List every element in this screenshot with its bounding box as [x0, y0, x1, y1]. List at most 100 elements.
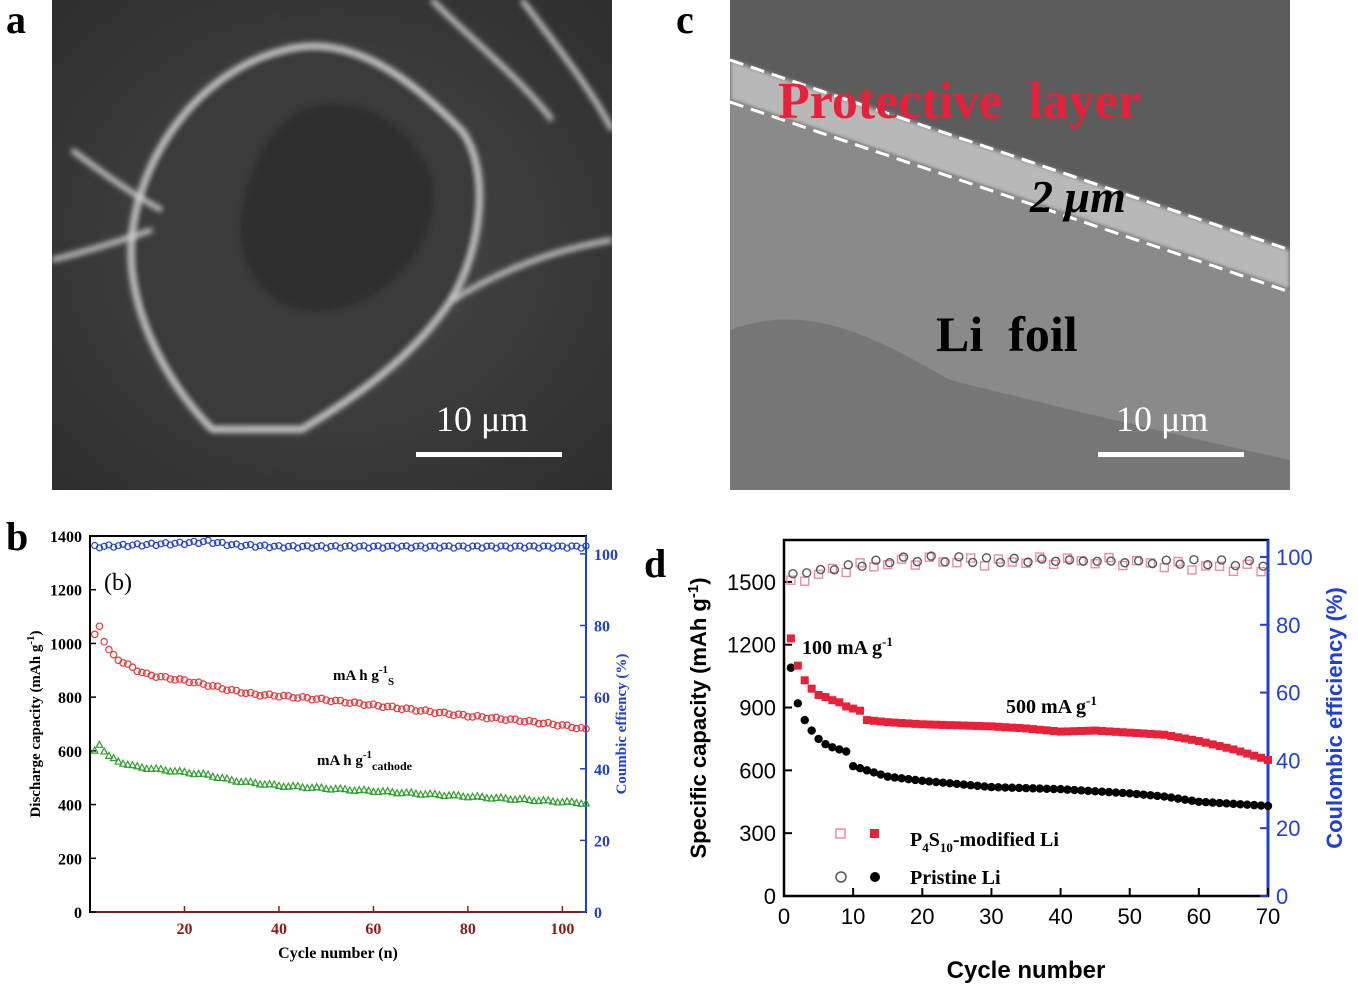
- point-modified: [1181, 734, 1190, 743]
- point-capacity-s: [105, 645, 113, 654]
- point-efficiency-b: [176, 538, 184, 546]
- panel-label-c: c: [676, 0, 694, 42]
- y2-tick-label-d: 100: [1276, 545, 1313, 570]
- point-efficiency-modified: [827, 563, 838, 574]
- scale-bar-a-label: 10 μm: [436, 399, 529, 439]
- point-capacity-s: [312, 695, 321, 703]
- point-efficiency-b: [336, 544, 344, 552]
- point-efficiency-b: [563, 544, 571, 552]
- point-efficiency-modified: [1187, 565, 1197, 575]
- point-pristine: [945, 779, 955, 788]
- point-efficiency-b: [242, 541, 250, 549]
- panel-label-a: a: [6, 0, 26, 42]
- panel-label-b: b: [6, 514, 29, 559]
- point-capacity-s: [416, 707, 425, 715]
- point-capacity-s: [161, 672, 170, 681]
- point-modified: [1111, 727, 1120, 736]
- point-capacity-s: [478, 713, 486, 721]
- point-efficiency-b: [417, 542, 425, 550]
- point-capacity-cathode: [218, 773, 227, 782]
- point-efficiency-b: [161, 539, 170, 547]
- point-efficiency-b: [506, 544, 515, 552]
- y-tick-label-d: 1500: [727, 570, 776, 595]
- point-capacity-s: [445, 710, 453, 719]
- sem-a-texture: [52, 0, 612, 490]
- point-modified: [842, 702, 851, 711]
- legend-marker-modified-open: [835, 828, 846, 839]
- point-efficiency-b: [152, 541, 160, 550]
- point-capacity-cathode: [208, 771, 218, 780]
- point-pristine: [1180, 795, 1190, 804]
- point-capacity-cathode: [288, 781, 298, 790]
- point-modified: [987, 722, 996, 731]
- point-capacity-s: [289, 694, 297, 702]
- point-efficiency-b: [284, 542, 292, 551]
- point-efficiency-modified: [1201, 561, 1211, 571]
- point-capacity-s: [223, 686, 231, 695]
- scale-bar-c-label: 10 μm: [1116, 399, 1209, 439]
- scale-bar-c: [1098, 452, 1244, 457]
- point-efficiency-b: [365, 544, 373, 552]
- x-tick-label-b: 100: [550, 921, 574, 938]
- point-pristine: [1021, 783, 1031, 793]
- point-capacity-s: [232, 686, 241, 695]
- point-modified: [939, 720, 948, 729]
- point-efficiency-pristine: [1106, 556, 1116, 566]
- point-capacity-cathode: [180, 767, 189, 775]
- point-capacity-cathode: [473, 791, 482, 800]
- point-pristine: [800, 715, 809, 725]
- sem-c-texture: [730, 0, 1290, 490]
- point-capacity-s: [539, 719, 548, 728]
- point-efficiency-b: [275, 542, 283, 550]
- point-capacity-s: [185, 678, 194, 687]
- point-modified: [1153, 730, 1162, 739]
- y-tick-label-d: 900: [739, 696, 776, 721]
- point-capacity-s: [544, 718, 553, 727]
- point-capacity-cathode: [151, 763, 161, 772]
- point-capacity-cathode: [378, 786, 388, 795]
- point-pristine: [1236, 800, 1245, 809]
- point-efficiency-b: [520, 544, 529, 552]
- point-capacity-s: [128, 663, 137, 671]
- point-efficiency-b: [549, 544, 557, 552]
- point-capacity-cathode: [265, 779, 274, 788]
- point-pristine: [1167, 793, 1176, 802]
- point-capacity-cathode: [407, 787, 416, 796]
- point-capacity-cathode: [562, 796, 572, 805]
- point-efficiency-b: [341, 542, 349, 550]
- point-modified: [814, 690, 823, 699]
- point-capacity-s: [308, 695, 316, 704]
- point-modified: [1146, 729, 1155, 738]
- x-tick-label-b: 60: [365, 921, 381, 938]
- point-efficiency-pristine: [1092, 556, 1102, 567]
- point-capacity-cathode: [95, 740, 104, 748]
- point-efficiency-b: [577, 544, 585, 552]
- point-capacity-cathode: [251, 778, 260, 787]
- point-efficiency-b: [388, 542, 396, 550]
- y-tick-label-d: 600: [739, 758, 776, 783]
- sem-image-c: Protective layer 2 μm Li foil 10 μm: [730, 0, 1290, 490]
- y-tick-label-b: 400: [58, 798, 82, 815]
- point-capacity-cathode: [274, 781, 284, 790]
- point-capacity-s: [209, 682, 217, 690]
- point-capacity-s: [402, 704, 411, 712]
- y2-tick-label-b: 20: [594, 833, 610, 850]
- point-modified: [1091, 726, 1100, 735]
- point-capacity-s: [119, 659, 127, 667]
- point-capacity-s: [138, 668, 146, 677]
- annotation-100: 100 mA g-1: [802, 634, 893, 659]
- point-capacity-s: [133, 667, 142, 676]
- point-capacity-s: [123, 660, 132, 668]
- point-modified: [966, 721, 975, 730]
- point-efficiency-pristine: [1189, 555, 1199, 565]
- point-pristine: [1187, 796, 1197, 805]
- point-capacity-s: [435, 708, 444, 717]
- point-modified: [856, 706, 865, 715]
- point-capacity-s: [180, 676, 189, 684]
- point-pristine: [1256, 801, 1266, 810]
- point-efficiency-b: [459, 542, 467, 550]
- x-tick-label-d: 30: [979, 904, 1003, 929]
- point-capacity-cathode: [137, 762, 147, 771]
- point-efficiency-pristine: [1203, 560, 1213, 570]
- y2-tick-label-b: 100: [594, 547, 618, 564]
